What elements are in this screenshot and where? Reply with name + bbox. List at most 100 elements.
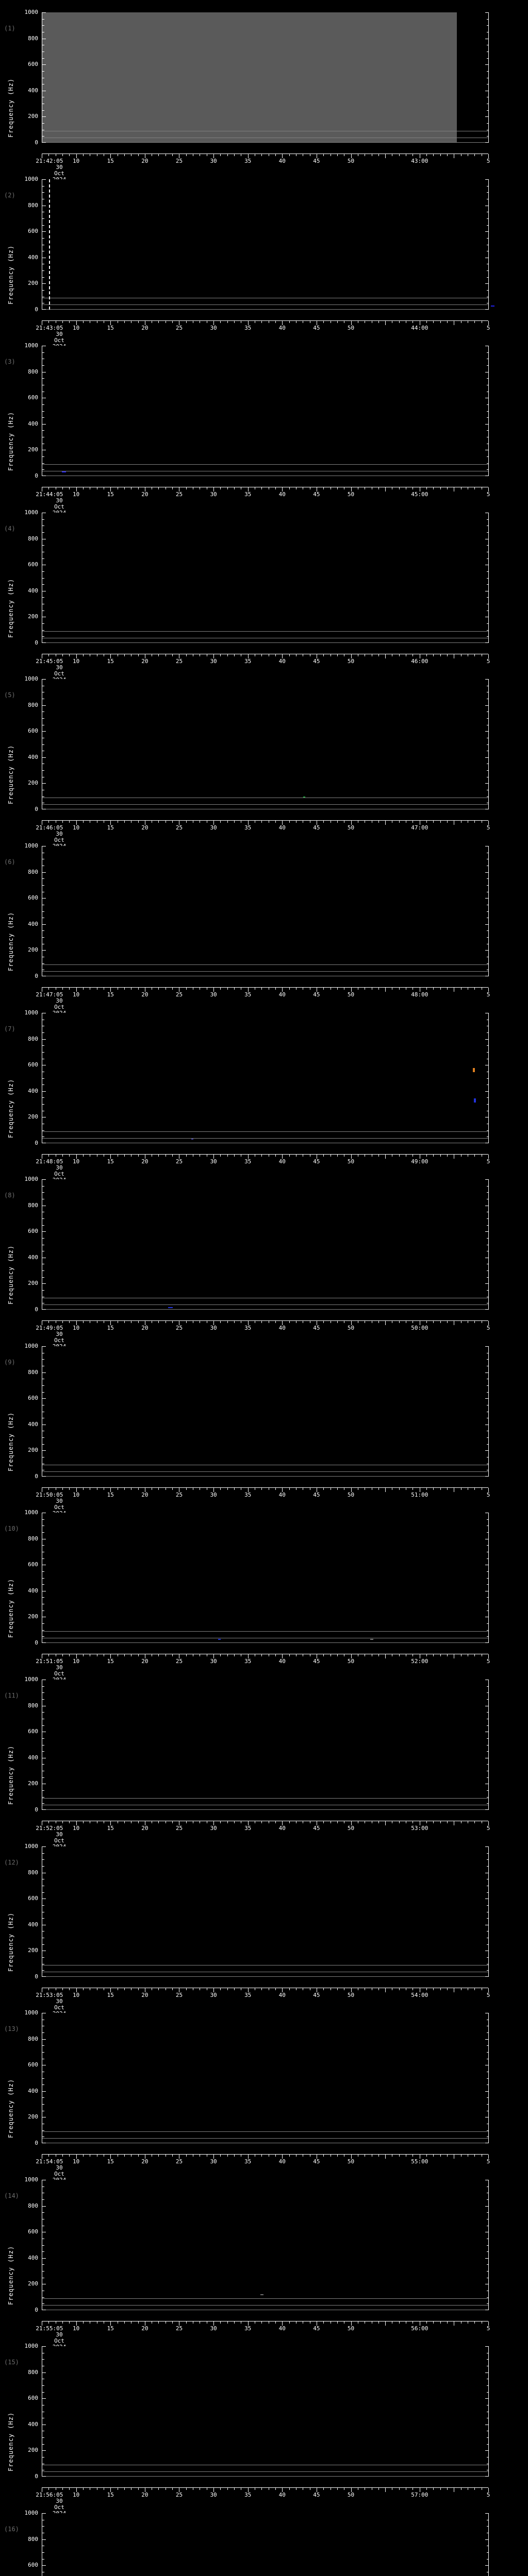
y-axis-tick — [42, 578, 44, 579]
y-axis-tick — [485, 142, 489, 143]
x-axis-tick-label: 45 — [313, 991, 320, 998]
x-axis-tick-label: 20 — [141, 325, 148, 331]
x-axis-minute-label: 50:00 — [411, 1325, 428, 1331]
x-axis-tick-label: 30 — [210, 2158, 217, 2165]
y-axis-tick — [487, 270, 489, 272]
y-axis-tick — [42, 1091, 46, 1092]
plot-area[interactable] — [42, 679, 488, 809]
y-axis-tick-label: 800 — [28, 2035, 38, 2042]
plot-area[interactable] — [42, 2180, 488, 2310]
y-axis-tick — [487, 378, 489, 379]
x-axis-tick-label: 35 — [244, 1158, 252, 1165]
x-axis-tick — [248, 487, 249, 492]
y-axis-tick — [42, 1630, 44, 1631]
y-axis-tick — [42, 2513, 46, 2514]
x-axis-tick — [158, 1155, 159, 1157]
y-axis-tick — [487, 2130, 489, 2131]
x-axis-minute-label: 46:00 — [411, 658, 428, 665]
reference-gridline — [42, 2131, 488, 2132]
y-axis-tick — [42, 1039, 46, 1040]
x-axis-tick — [323, 1654, 324, 1656]
x-axis-tick — [234, 1155, 235, 1157]
x-axis-tick — [337, 1988, 338, 1990]
plot-area[interactable] — [42, 1346, 488, 1477]
x-axis-tick — [110, 1988, 111, 1992]
y-axis-tick — [485, 2091, 489, 2092]
x-axis-tick — [124, 1155, 125, 1157]
x-axis-tick — [220, 988, 221, 990]
x-axis-tick — [48, 2321, 50, 2324]
x-axis-tick — [213, 1488, 214, 1492]
plot-area[interactable] — [42, 1846, 488, 1977]
y-axis-tick — [485, 898, 489, 899]
y-axis-tick — [42, 365, 44, 366]
y-axis-tick — [487, 1866, 489, 1867]
x-axis-tick — [48, 1821, 50, 1823]
y-axis-tick-label: 400 — [28, 1587, 38, 1594]
spectrogram-panel: (5) Frequency (Hz) 0 200 400 600 800 1000 21:46:… — [0, 672, 528, 850]
plot-area[interactable] — [42, 846, 488, 976]
x-axis-tick-label: 40 — [278, 1658, 286, 1665]
y-axis-tick — [42, 1372, 46, 1373]
plot-area[interactable] — [42, 346, 488, 476]
plot-area[interactable] — [42, 2346, 488, 2477]
plot-area[interactable] — [42, 2513, 488, 2576]
x-axis-tick — [234, 1821, 235, 1823]
reference-gridline — [42, 1304, 488, 1305]
x-axis-tick — [62, 1988, 63, 1990]
y-axis-tick — [42, 1444, 44, 1445]
x-axis-tick — [289, 1988, 290, 1990]
y-axis-tick — [487, 911, 489, 912]
y-axis-right — [485, 179, 489, 310]
reference-gridline — [42, 631, 488, 632]
y-axis-tick-label: 800 — [28, 1535, 38, 1542]
x-axis-tick — [62, 487, 63, 489]
x-axis-end-label: 5 — [486, 2492, 490, 2498]
x-axis-tick — [447, 487, 448, 489]
x-axis-tick — [447, 821, 448, 823]
x-axis-tick — [248, 1488, 249, 1492]
y-axis-tick — [487, 930, 489, 931]
y-axis-tick — [485, 679, 489, 680]
x-axis-tick-label: 10 — [72, 658, 80, 665]
y-axis-tick — [42, 2245, 44, 2246]
x-axis-tick — [213, 654, 214, 658]
y-axis-tick — [42, 1290, 44, 1291]
x-axis-start-time-label: 21:50:05 — [36, 1492, 63, 1498]
x-axis-tick — [124, 154, 125, 156]
x-axis-tick-label: 15 — [107, 325, 114, 331]
x-axis-tick-label: 45 — [313, 1325, 320, 1331]
y-axis-tick — [487, 58, 489, 59]
plot-area[interactable] — [42, 2013, 488, 2143]
plot-area[interactable] — [42, 1013, 488, 1143]
x-axis-tick — [323, 2321, 324, 2324]
y-axis-tick — [487, 1290, 489, 1291]
y-axis-tick — [485, 2539, 489, 2540]
x-axis-tick — [220, 487, 221, 489]
x-axis-tick — [378, 821, 379, 823]
x-axis-tick — [412, 1654, 414, 1656]
x-axis-tick-label: 20 — [141, 2158, 148, 2165]
y-axis-tick — [42, 1853, 44, 1854]
x-axis-end-label: 5 — [486, 824, 490, 831]
y-axis-tick — [42, 463, 44, 464]
y-axis-tick — [42, 411, 44, 412]
plot-area[interactable] — [42, 1680, 488, 1810]
plot-area[interactable] — [42, 1513, 488, 1643]
x-axis-tick — [337, 154, 338, 156]
x-axis-tick-label: 15 — [107, 991, 114, 998]
y-axis-tick-label: 0 — [35, 2140, 38, 2146]
x-axis-minute-label: 48:00 — [411, 991, 428, 998]
x-axis-tick — [172, 1321, 173, 1323]
y-axis-tick — [487, 136, 489, 137]
x-axis-tick — [289, 1155, 290, 1157]
x-axis-tick — [138, 2488, 139, 2490]
y-axis-tick-label: 800 — [28, 2368, 38, 2376]
spectrogram-panel: (3) Frequency (Hz) 0 200 400 600 800 1000 21:44:… — [0, 338, 528, 516]
y-axis-tick-label: 200 — [28, 1947, 38, 1954]
y-axis-tick-label: 800 — [28, 2202, 38, 2209]
plot-area[interactable] — [42, 179, 495, 310]
plot-area[interactable] — [42, 513, 488, 643]
plot-area[interactable] — [42, 12, 488, 143]
plot-area[interactable] — [42, 1179, 488, 1310]
